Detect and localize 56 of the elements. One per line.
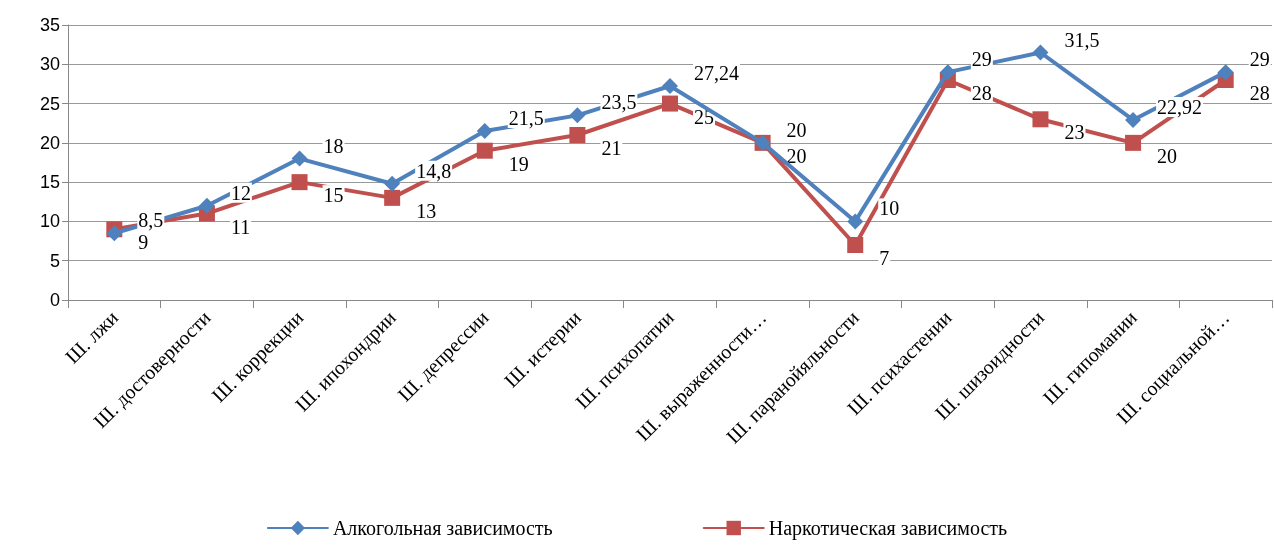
data-label: 9	[138, 231, 149, 254]
data-label: 29	[1249, 48, 1270, 71]
data-label: 22,92	[1157, 95, 1203, 118]
x-tick-label: Ш. лжи	[60, 306, 123, 368]
point	[291, 150, 308, 167]
point	[847, 237, 864, 253]
y-tick-label: 0	[49, 290, 60, 310]
point	[1032, 111, 1049, 128]
point	[847, 213, 864, 230]
point	[476, 142, 493, 159]
y-tick-label: 20	[39, 132, 60, 153]
data-label: 12	[230, 181, 251, 204]
data-label: 31,5	[1064, 28, 1100, 51]
data-label: 11	[230, 215, 251, 238]
data-label: 7	[879, 247, 890, 269]
legend-label: Алкогольная зависимость	[332, 517, 553, 539]
point	[569, 107, 586, 124]
data-label: 15	[323, 184, 344, 207]
point	[1217, 64, 1234, 81]
point	[384, 175, 401, 192]
y-tick-label: 35	[39, 15, 60, 35]
data-label: 27,24	[694, 61, 739, 84]
data-label: 23,5	[601, 91, 637, 114]
point	[476, 123, 493, 140]
point	[939, 64, 956, 81]
data-label: 23	[1064, 121, 1085, 144]
data-label: 8,5	[138, 209, 164, 232]
data-label: 28	[971, 82, 992, 104]
data-label: 20	[786, 118, 807, 141]
y-tick-label: 25	[39, 93, 60, 114]
y-tick-label: 10	[39, 211, 60, 232]
point	[106, 225, 123, 242]
data-label: 21,5	[508, 107, 544, 130]
point	[384, 189, 401, 206]
y-tick-label: 30	[39, 54, 60, 75]
data-label: 20	[1157, 144, 1178, 167]
data-label: 20	[786, 144, 807, 167]
legend-label: Наркотическая зависимость	[768, 517, 1008, 540]
point	[1125, 111, 1142, 128]
data-label: 13	[416, 199, 437, 222]
point	[569, 127, 586, 143]
data-label: 29	[971, 48, 992, 71]
point	[291, 174, 308, 191]
data-label: 28	[1249, 82, 1270, 104]
data-label: 10	[879, 197, 900, 220]
y-tick-label: 5	[49, 250, 60, 271]
point	[1032, 44, 1049, 61]
data-label: 14,8	[416, 159, 452, 182]
point	[1125, 134, 1142, 151]
y-tick-label: 15	[39, 172, 60, 193]
data-label: 19	[508, 152, 529, 175]
point	[662, 95, 678, 112]
point	[662, 77, 678, 94]
point	[198, 197, 215, 214]
data-label: 18	[323, 134, 344, 157]
data-label: 21	[601, 137, 622, 159]
